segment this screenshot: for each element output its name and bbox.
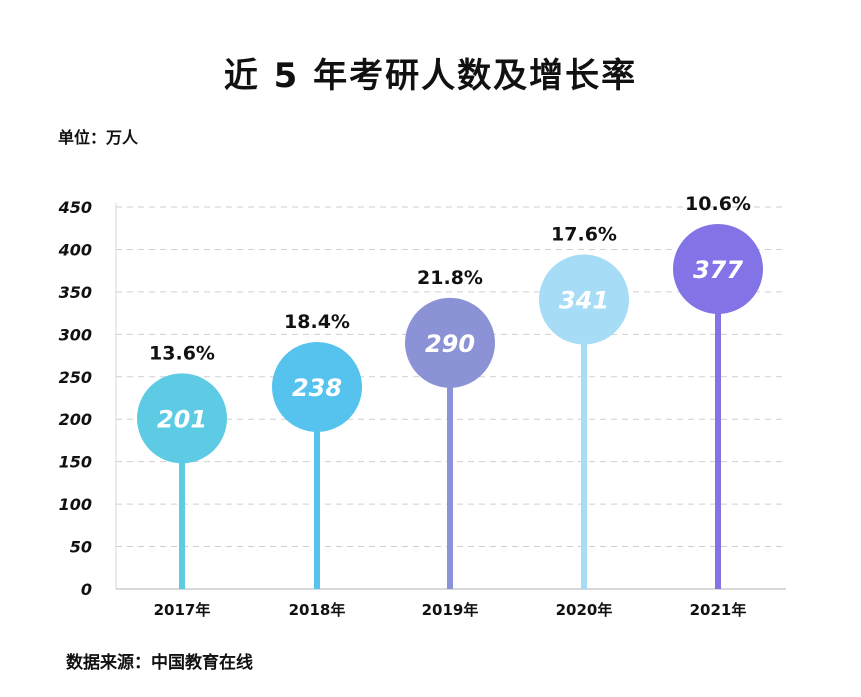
growth-rate-label: 13.6% (149, 342, 215, 364)
growth-rate-label: 10.6% (685, 193, 751, 215)
growth-rate-label: 18.4% (284, 311, 350, 333)
x-tick-label: 2020年 (556, 601, 613, 619)
bar-stem (581, 299, 587, 589)
y-tick-label: 250 (59, 368, 92, 387)
data-bubble (272, 341, 362, 432)
y-tick-label: 0 (81, 580, 92, 599)
growth-rate-label: 17.6% (551, 224, 617, 246)
data-bubble (673, 223, 763, 314)
y-tick-label: 300 (59, 325, 92, 344)
y-tick-label: 400 (58, 240, 92, 259)
value-label: 238 (292, 374, 342, 402)
data-bubble (137, 373, 227, 464)
bar-stem (715, 268, 721, 589)
x-tick-label: 2021年 (690, 601, 747, 619)
x-tick-label: 2018年 (289, 601, 346, 619)
y-tick-label: 450 (58, 198, 92, 217)
value-label: 377 (693, 256, 743, 284)
source-note: 数据来源：中国教育在线 (66, 653, 253, 673)
y-tick-label: 100 (59, 495, 92, 514)
chart-title: 近 5 年考研人数及增长率 (223, 56, 638, 96)
x-tick-label: 2019年 (422, 601, 479, 619)
y-tick-label: 150 (59, 453, 92, 472)
value-label: 290 (425, 330, 475, 358)
value-label: 341 (559, 287, 609, 315)
bar-stem (179, 418, 185, 589)
data-bubble (405, 297, 495, 388)
y-tick-label: 350 (59, 283, 92, 302)
y-tick-label: 200 (59, 410, 92, 429)
x-tick-label: 2017年 (154, 601, 211, 619)
data-bubble (539, 254, 629, 345)
y-tick-label: 50 (70, 538, 92, 557)
growth-rate-label: 21.8% (417, 267, 483, 289)
bar-stem (314, 386, 320, 589)
bar-stem (447, 342, 453, 589)
unit-label: 单位：万人 (58, 128, 139, 147)
value-label: 201 (157, 405, 207, 433)
